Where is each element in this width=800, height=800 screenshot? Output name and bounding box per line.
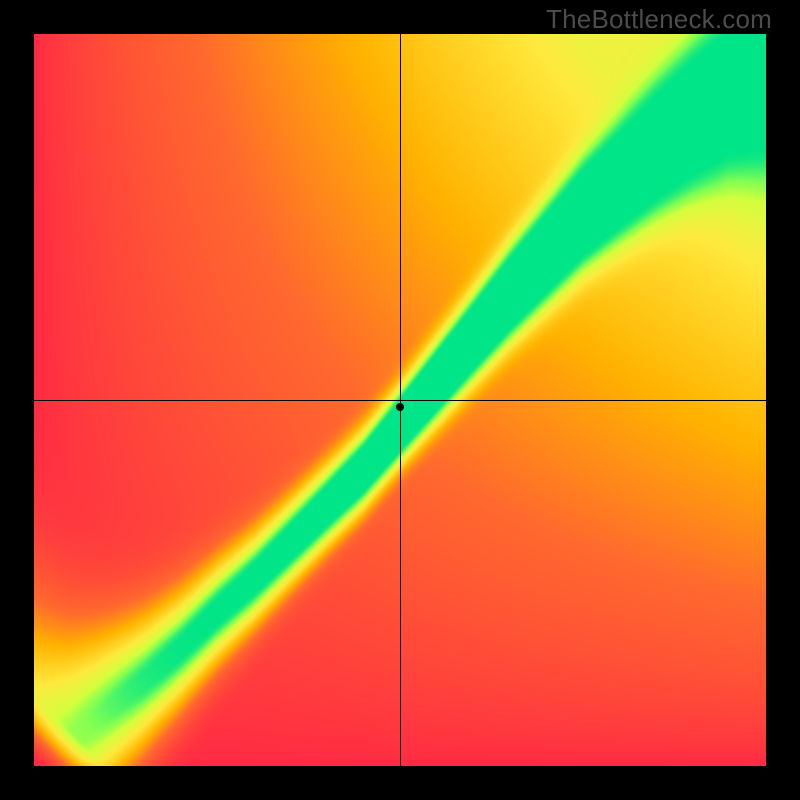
chart-frame: TheBottleneck.com <box>0 0 800 800</box>
plot-area <box>34 34 766 766</box>
watermark-text: TheBottleneck.com <box>546 4 772 35</box>
heatmap-canvas <box>34 34 766 766</box>
